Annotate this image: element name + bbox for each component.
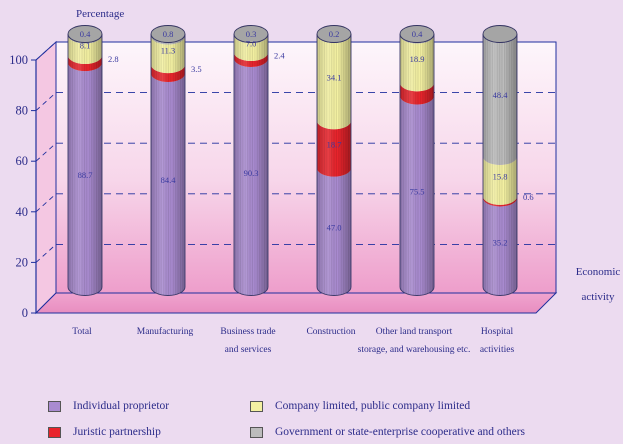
y-tick-label: 40 [16,205,29,219]
data-label: 7.0 [246,39,257,49]
data-label: 48.4 [493,90,509,100]
y-tick-label: 80 [16,104,29,118]
legend-item-individual-proprietor: Individual proprietor [48,400,169,412]
data-label: 47.0 [327,223,342,233]
legend: Individual proprietor Company limited, p… [48,396,608,444]
gridline-side [35,92,57,111]
data-label: 3.5 [191,64,202,74]
data-label: 0.4 [80,29,91,39]
bar-top-cap [482,25,518,43]
legend-swatch [48,400,61,412]
bar-shading [68,34,102,296]
bar-shading [483,34,517,296]
data-label: 18.7 [327,139,342,149]
left-wall [35,40,57,315]
bar-top-cap-shade [317,25,351,43]
category-label: Total [72,327,92,337]
bar-stack [233,25,269,296]
y-axis-title: Percentage [76,8,124,20]
bar-shading [151,34,185,296]
legend-item-company-limited: Company limited, public company limited [250,400,470,412]
data-label: 0.3 [246,29,257,39]
data-label: 84.4 [161,175,177,185]
data-label: 0.2 [329,29,340,39]
gridline-side [35,244,57,263]
bar-top-cap-shade [483,25,517,43]
gridline-side [35,193,57,213]
bar-top-cap-shade [234,25,268,43]
legend-swatch [250,426,263,438]
bar-shading [234,34,268,296]
gridlines [35,41,556,263]
bar-top-cap [150,25,186,43]
legend-label: Individual proprietor [73,400,170,412]
data-label: 88.7 [78,170,93,180]
y-axis: 0 20 40 60 80 100 [9,53,37,320]
data-label: 0.6 [523,192,534,202]
data-label: 0.4 [412,29,423,39]
bar-stack [482,25,518,296]
category-label: Business trade and services [220,327,275,355]
data-label: 2.8 [108,54,119,64]
legend-label: Juristic partnership [73,426,161,438]
data-label: 15.8 [493,171,508,181]
gridline-side [35,41,57,61]
data-label: 0.8 [163,29,174,39]
legend-swatch [48,426,61,438]
bar-top-cap-shade [68,25,102,43]
legend-label: Government or state-enterprise cooperati… [275,426,526,438]
data-label: 75.5 [410,186,425,196]
bar-top-cap-shade [400,25,434,43]
data-labels: 88.72.88.10.484.43.511.30.890.32.47.00.3… [78,29,534,247]
plot-background [34,40,558,315]
bar-stack [67,25,103,296]
bar-stack [316,25,352,296]
bar-stack [399,25,435,296]
bar-shading [400,34,434,296]
bar-top-cap-shade [151,25,185,43]
category-label: Hospital activities [480,327,515,355]
y-tick-label: 100 [9,53,28,67]
bar-top-cap [233,25,269,43]
legend-swatch [250,400,263,412]
bar-top-cap [316,25,352,43]
data-label: 18.9 [410,54,425,64]
category-label: Other land transport storage, and warehou… [358,327,471,355]
data-label: 35.2 [493,237,508,247]
bar-top-cap [67,25,103,43]
bar-shading [317,34,351,296]
category-labels: Total Manufacturing Business trade and serv… [72,326,514,355]
category-label: Construction [306,327,355,337]
bar-stack [150,25,186,296]
legend-item-juristic-partnership: Juristic partnership [48,426,161,438]
data-label: 8.1 [80,40,91,50]
floor [34,292,558,314]
bars [67,25,518,296]
legend-item-government-others: Government or state-enterprise cooperati… [250,426,525,438]
y-tick-label: 60 [16,154,29,168]
data-label: 2.4 [274,51,285,61]
y-tick-label: 20 [16,255,29,269]
legend-label: Company limited, public company limited [275,400,471,412]
category-label: Manufacturing [137,326,194,337]
x-axis-title: Economic activity [576,266,621,303]
data-label: 11.3 [161,45,176,55]
data-label: 90.3 [244,168,259,178]
y-tick-label: 0 [22,306,28,320]
bar-top-cap [399,25,435,43]
data-label: 34.1 [327,73,342,83]
back-wall [55,41,557,294]
gridline-side [35,142,57,162]
